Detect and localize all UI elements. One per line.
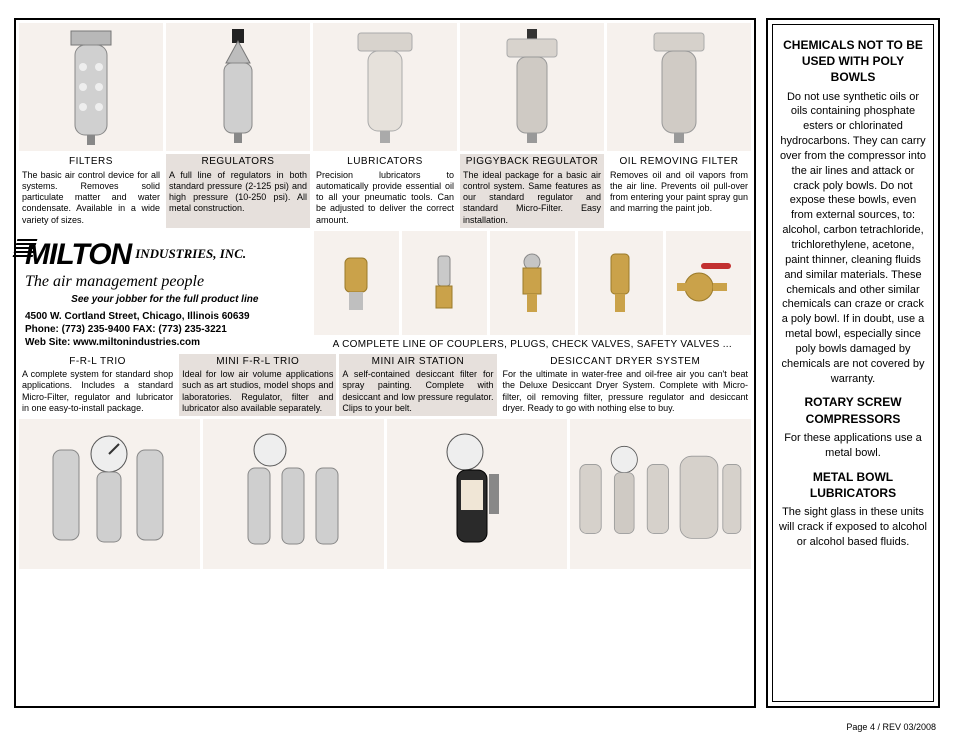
- sidebar-warnings: CHEMICALS NOT TO BE USED WITH POLY BOWLS…: [766, 18, 940, 708]
- product-image-regulators: [166, 23, 310, 151]
- desc-desiccant: DESICCANT DRYER SYSTEM For the ultimate …: [500, 354, 751, 417]
- desc-title: PIGGYBACK REGULATOR: [463, 156, 601, 169]
- company-address: 4500 W. Cortland Street, Chicago, Illino…: [25, 310, 305, 323]
- company-block: MILTON INDUSTRIES, INC. The air manageme…: [19, 231, 311, 351]
- desc-oilfilter: OIL REMOVING FILTER Removes oil and oil …: [607, 154, 751, 228]
- desc-title: F-R-L TRIO: [22, 356, 173, 369]
- desc-body: Precision lubricators to automatically p…: [316, 170, 454, 225]
- desc-title: MINI F-R-L TRIO: [182, 356, 333, 369]
- coupler-image-3: [490, 231, 575, 335]
- main-catalog: FILTERS The basic air control device for…: [14, 18, 756, 708]
- desc-filters: FILTERS The basic air control device for…: [19, 154, 163, 228]
- sidebar-heading-metalbowl: METAL BOWL LUBRICATORS: [779, 469, 927, 501]
- company-logo: MILTON INDUSTRIES, INC.: [25, 235, 305, 274]
- desc-title: OIL REMOVING FILTER: [610, 156, 748, 169]
- company-tagline: The air management people: [25, 272, 305, 293]
- logo-milton: MILTON: [25, 235, 131, 274]
- couplers-image-row: [314, 231, 751, 335]
- top-desc-row: FILTERS The basic air control device for…: [19, 154, 751, 228]
- desc-body: Removes oil and oil vapors from the air …: [610, 170, 748, 214]
- desc-body: The ideal package for a basic air contro…: [463, 170, 601, 225]
- desc-body: Ideal for low air volume applications su…: [182, 369, 333, 413]
- coupler-image-2: [402, 231, 487, 335]
- desc-piggyback: PIGGYBACK REGULATOR The ideal package fo…: [460, 154, 604, 228]
- desc-frl-trio: F-R-L TRIO A complete system for standar…: [19, 354, 176, 417]
- sidebar-body-metalbowl: The sight glass in these units will crac…: [779, 505, 927, 550]
- company-phone-fax: Phone: (773) 235-9400 FAX: (773) 235-322…: [25, 323, 305, 336]
- top-image-row: [19, 23, 751, 151]
- sidebar-heading-rotary: ROTARY SCREW COMPRESSORS: [779, 394, 927, 426]
- product-image-oilfilter: [607, 23, 751, 151]
- desc-title: DESICCANT DRYER SYSTEM: [503, 356, 748, 369]
- sidebar-inner: CHEMICALS NOT TO BE USED WITH POLY BOWLS…: [772, 24, 934, 702]
- logo-industries: INDUSTRIES, INC.: [135, 246, 246, 263]
- desc-mini-air: MINI AIR STATION A self-contained desicc…: [339, 354, 496, 417]
- desc-title: LUBRICATORS: [316, 156, 454, 169]
- mid-row: MILTON INDUSTRIES, INC. The air manageme…: [19, 231, 751, 351]
- sidebar-body-chemicals: Do not use synthetic oils or oils contai…: [779, 90, 927, 387]
- couplers-caption: A COMPLETE LINE OF COUPLERS, PLUGS, CHEC…: [314, 338, 751, 351]
- desc-mini-frl: MINI F-R-L TRIO Ideal for low air volume…: [179, 354, 336, 417]
- product-image-mini-frl: [203, 419, 384, 569]
- desc-body: A full line of regulators in both standa…: [169, 170, 307, 214]
- desc-title: MINI AIR STATION: [342, 356, 493, 369]
- product-image-piggyback: [460, 23, 604, 151]
- company-website: Web Site: www.miltonindustries.com: [25, 336, 305, 349]
- page-layout: FILTERS The basic air control device for…: [14, 18, 940, 708]
- desc-body: A complete system for standard shop appl…: [22, 369, 173, 413]
- desc-body: A self-contained desiccant filter for sp…: [342, 369, 493, 413]
- desc-lubricators: LUBRICATORS Precision lubricators to aut…: [313, 154, 457, 228]
- bottom-desc-row: F-R-L TRIO A complete system for standar…: [19, 354, 751, 417]
- bottom-image-row: [19, 419, 751, 569]
- product-image-desiccant: [570, 419, 751, 569]
- coupler-image-4: [578, 231, 663, 335]
- product-image-lubricators: [313, 23, 457, 151]
- desc-regulators: REGULATORS A full line of regulators in …: [166, 154, 310, 228]
- page-footer: Page 4 / REV 03/2008: [846, 722, 936, 732]
- sidebar-heading-chemicals: CHEMICALS NOT TO BE USED WITH POLY BOWLS: [779, 37, 927, 86]
- company-jobber: See your jobber for the full product lin…: [25, 293, 305, 306]
- coupler-image-1: [314, 231, 399, 335]
- product-image-frl-trio: [19, 419, 200, 569]
- desc-title: REGULATORS: [169, 156, 307, 169]
- product-image-mini-air: [387, 419, 568, 569]
- desc-body: The basic air control device for all sys…: [22, 170, 160, 225]
- couplers-block: A COMPLETE LINE OF COUPLERS, PLUGS, CHEC…: [314, 231, 751, 351]
- desc-title: FILTERS: [22, 156, 160, 169]
- product-image-filters: [19, 23, 163, 151]
- sidebar-body-rotary: For these applications use a metal bowl.: [779, 431, 927, 461]
- desc-body: For the ultimate in water-free and oil-f…: [503, 369, 748, 413]
- coupler-image-5: [666, 231, 751, 335]
